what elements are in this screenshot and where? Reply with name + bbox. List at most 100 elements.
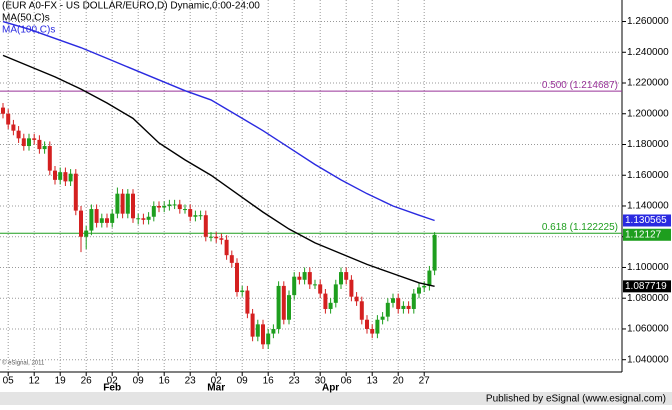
- candle-body: [209, 236, 213, 238]
- candle-body: [162, 205, 167, 208]
- x-tick-label: 13: [367, 376, 379, 387]
- candle-body: [47, 146, 52, 171]
- candle-body: [401, 305, 406, 309]
- candle-body: [297, 276, 302, 280]
- candle-body: [105, 218, 109, 223]
- candle-body: [313, 284, 317, 286]
- ma-line: [2, 54, 435, 288]
- candle-body: [58, 172, 63, 180]
- candle-body: [396, 298, 401, 309]
- value-box: [623, 214, 671, 227]
- candle-body: [99, 218, 104, 223]
- y-tick-label: 1.220000: [627, 78, 669, 89]
- x-tick-label: 19: [55, 376, 67, 387]
- y-tick-label: 1.240000: [627, 47, 669, 58]
- x-tick-label: 12: [29, 376, 41, 387]
- candle-body: [261, 324, 265, 345]
- candle-body: [380, 316, 385, 320]
- candle-body: [73, 173, 78, 211]
- candle-body: [318, 284, 323, 294]
- level-label: 0.500 (1.214687): [542, 80, 618, 91]
- candle-body: [21, 138, 26, 147]
- candle-body: [271, 328, 276, 334]
- month-label: Apr: [322, 383, 339, 394]
- x-tick-label: 09: [237, 376, 249, 387]
- candle-body: [37, 139, 42, 150]
- y-tick-label: 1.200000: [627, 108, 669, 119]
- candle-body: [432, 234, 437, 271]
- candle-body: [235, 262, 239, 293]
- candle-body: [339, 272, 343, 285]
- candle-body: [16, 130, 21, 139]
- y-tick-label: 1.040000: [627, 354, 669, 365]
- level-label: 0.618 (1.122225): [542, 222, 618, 233]
- candle-body: [151, 205, 156, 217]
- candle-body: [406, 305, 411, 309]
- y-tick-label: 1.100000: [627, 262, 669, 273]
- candle-body: [417, 287, 421, 294]
- x-tick-label: 20: [393, 376, 405, 387]
- y-tick-label: 1.260000: [627, 16, 669, 27]
- candle-body: [370, 328, 375, 334]
- candle-body: [53, 170, 57, 180]
- candle-body: [365, 319, 369, 329]
- y-tick-label: 1.080000: [627, 293, 669, 304]
- footer: Published by eSignal (www.esignal.com): [486, 394, 666, 405]
- x-tick-label: 23: [185, 376, 197, 387]
- x-tick-label: 09: [133, 376, 145, 387]
- candle-body: [68, 173, 73, 182]
- candle-body: [125, 193, 130, 214]
- candle-body: [354, 296, 359, 302]
- candle-body: [411, 293, 416, 309]
- candle-body: [32, 138, 37, 140]
- candle-body: [146, 216, 151, 220]
- x-tick-label: 06: [341, 376, 353, 387]
- candle-body: [344, 272, 349, 280]
- candle-body: [219, 238, 224, 240]
- candle-body: [198, 215, 203, 217]
- chart-title: (EUR A0-FX - US DOLLAR/EURO,D) Dynamic,0…: [2, 1, 260, 12]
- candle-body: [115, 193, 120, 214]
- candle-body: [375, 319, 380, 334]
- candle-body: [333, 284, 338, 303]
- candle-body: [172, 204, 177, 206]
- candle-body: [323, 293, 328, 309]
- candle-body: [359, 301, 364, 320]
- candle-body: [229, 255, 234, 263]
- watermark: © eSignal, 2011: [2, 360, 45, 367]
- candle-body: [427, 270, 432, 286]
- candle-body: [422, 285, 427, 288]
- x-tick-label: 16: [263, 376, 275, 387]
- candle-body: [255, 324, 260, 337]
- candle-body: [292, 276, 297, 296]
- candle-body: [203, 215, 208, 237]
- candle-body: [11, 124, 16, 131]
- candle-body: [250, 313, 255, 337]
- x-tick-label: 05: [3, 376, 15, 387]
- y-tick-label: 1.160000: [627, 170, 669, 181]
- price-box-label: 1.12127: [625, 229, 662, 240]
- candle-body: [276, 285, 281, 329]
- value-box: [623, 280, 671, 293]
- candle-body: [245, 290, 250, 314]
- candle-body: [42, 146, 47, 150]
- candle-body: [281, 285, 286, 320]
- x-tick-label: 02: [107, 376, 119, 387]
- x-tick-label: 27: [419, 376, 431, 387]
- candle-body: [349, 279, 354, 297]
- x-tick-label: 30: [315, 376, 327, 387]
- value-box-label: 1.130565: [625, 215, 667, 226]
- candle-body: [391, 298, 395, 303]
- x-tick-label: 23: [289, 376, 301, 387]
- legend-entry: MA(50,C)s: [2, 13, 50, 24]
- candle-body: [328, 302, 333, 309]
- candle-body: [79, 210, 83, 237]
- candle-body: [177, 204, 182, 210]
- footer-bar: [0, 392, 672, 405]
- x-tick-label: 16: [159, 376, 171, 387]
- month-label: Mar: [207, 383, 225, 394]
- x-tick-label: 02: [211, 376, 223, 387]
- value-box-label: 1.087719: [625, 281, 667, 292]
